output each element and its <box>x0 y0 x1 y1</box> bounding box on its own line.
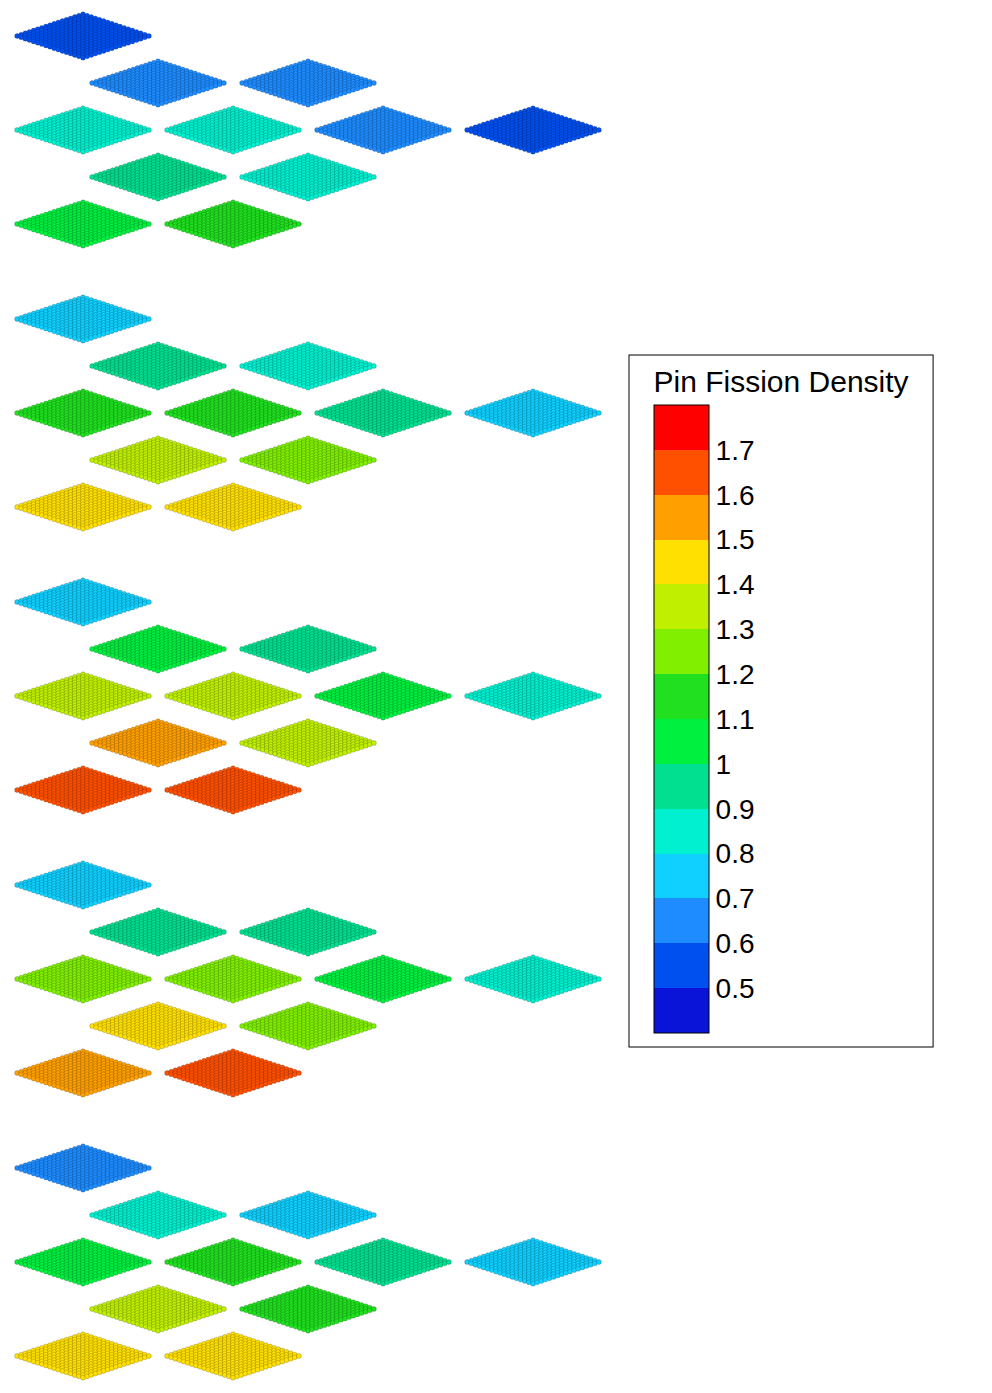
svg-text:0.5: 0.5 <box>716 973 755 1004</box>
svg-text:1.4: 1.4 <box>716 569 755 600</box>
svg-text:0.9: 0.9 <box>716 794 755 825</box>
svg-text:1.2: 1.2 <box>716 659 755 690</box>
svg-text:1.5: 1.5 <box>716 524 755 555</box>
svg-text:1: 1 <box>716 749 732 780</box>
svg-text:0.8: 0.8 <box>716 838 755 869</box>
svg-text:1.3: 1.3 <box>716 614 755 645</box>
svg-text:0.6: 0.6 <box>716 928 755 959</box>
svg-text:Pin Fission Density: Pin Fission Density <box>654 365 909 398</box>
svg-text:1.7: 1.7 <box>716 435 755 466</box>
svg-text:0.7: 0.7 <box>716 883 755 914</box>
svg-text:1.6: 1.6 <box>716 480 755 511</box>
svg-text:1.1: 1.1 <box>716 704 755 735</box>
